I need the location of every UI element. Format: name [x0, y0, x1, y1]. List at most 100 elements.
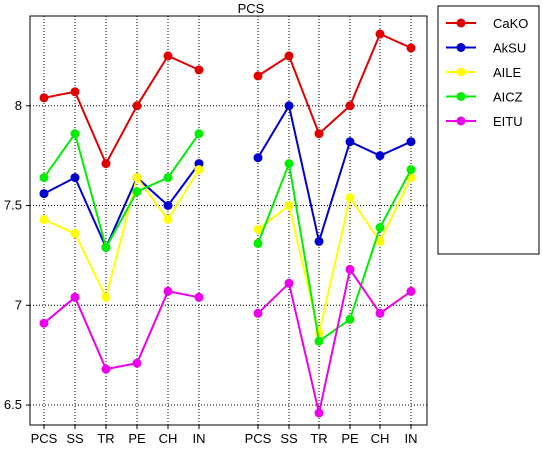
x-tick-label: IN	[193, 431, 206, 446]
data-point	[70, 129, 80, 139]
data-point	[101, 364, 111, 374]
data-point	[375, 236, 385, 246]
data-point	[132, 101, 142, 111]
data-point	[284, 278, 294, 288]
data-point	[101, 159, 111, 169]
data-point	[406, 137, 416, 147]
data-point	[132, 187, 142, 197]
legend-marker	[456, 92, 466, 101]
series-line	[43, 290, 200, 371]
data-point	[375, 29, 385, 39]
legend-item: EITU	[446, 114, 523, 129]
x-tick-label: SS	[280, 431, 298, 446]
series-line	[43, 163, 200, 250]
x-tick-label: PCS	[31, 431, 58, 446]
data-point	[253, 238, 263, 248]
legend: CaKO AkSU AILE AICZ EITU	[446, 16, 528, 129]
data-point	[406, 165, 416, 175]
data-point	[132, 173, 142, 183]
data-point	[253, 308, 263, 318]
data-point	[375, 223, 385, 232]
grid-layer	[30, 16, 427, 425]
y-tick-label: 7	[15, 297, 22, 312]
legend-item: AICZ	[446, 90, 523, 105]
x-tick-label: PCS	[245, 431, 272, 446]
data-point	[253, 225, 263, 234]
data-point	[375, 308, 385, 318]
series-cako	[39, 29, 416, 169]
data-point	[406, 43, 416, 53]
legend-marker	[456, 43, 466, 52]
data-point	[39, 189, 49, 199]
data-point	[375, 151, 385, 161]
data-point	[101, 242, 111, 252]
series-line	[257, 266, 412, 414]
series-line	[257, 32, 412, 136]
y-tick-label: 7.5	[4, 198, 22, 213]
series-layer	[39, 29, 416, 418]
legend-label: AILE	[493, 65, 522, 80]
chart-title: PCS	[238, 1, 265, 16]
x-tick-label: PE	[341, 431, 359, 446]
series-line	[257, 159, 412, 343]
x-axis: PCS SS TR PE CH IN PCS SS TR PE CH IN	[31, 425, 418, 446]
x-tick-label: TR	[97, 431, 114, 446]
data-point	[163, 51, 173, 61]
plot-frame	[29, 15, 428, 426]
data-point	[39, 93, 49, 103]
data-point	[70, 292, 80, 302]
data-point	[284, 201, 294, 210]
legend-marker	[456, 67, 466, 77]
data-point	[314, 408, 324, 418]
x-tick-label: PE	[128, 431, 146, 446]
data-point	[314, 236, 324, 246]
x-tick-label: TR	[310, 431, 327, 446]
legend-item: CaKO	[446, 16, 528, 31]
data-point	[101, 292, 111, 302]
data-point	[345, 101, 355, 111]
data-point	[345, 137, 355, 147]
data-point	[70, 229, 80, 238]
series-aksu	[39, 101, 416, 252]
data-point	[406, 286, 416, 296]
data-point	[70, 87, 80, 97]
series-aicz	[39, 129, 416, 346]
series-line	[257, 103, 412, 246]
data-point	[163, 173, 173, 183]
series-line	[257, 177, 412, 334]
legend-label: AICZ	[493, 90, 523, 105]
data-point	[345, 314, 355, 324]
data-point	[70, 173, 80, 183]
data-point	[314, 336, 324, 346]
data-point	[39, 215, 49, 224]
legend-marker	[456, 116, 466, 126]
data-point	[284, 159, 294, 169]
legend-item: AILE	[446, 65, 522, 80]
data-point	[39, 318, 49, 328]
data-point	[253, 153, 263, 163]
x-tick-label: IN	[405, 431, 418, 446]
series-aile	[39, 165, 416, 338]
series-line	[43, 131, 200, 251]
data-point	[345, 264, 355, 274]
y-tick-label: 8	[15, 98, 22, 113]
legend-marker	[456, 18, 466, 28]
data-point	[163, 215, 173, 224]
legend-item: AkSU	[446, 41, 526, 56]
series-line	[43, 54, 200, 166]
legend-label: EITU	[493, 114, 523, 129]
x-tick-label: CH	[159, 431, 178, 446]
data-point	[284, 51, 294, 61]
data-point	[194, 292, 204, 302]
x-tick-label: CH	[371, 431, 390, 446]
data-point	[39, 173, 49, 183]
legend-label: CaKO	[493, 16, 528, 31]
data-point	[194, 129, 204, 139]
series-line	[43, 169, 200, 301]
data-point	[314, 129, 324, 139]
data-point	[194, 165, 204, 175]
data-point	[163, 286, 173, 296]
data-point	[132, 358, 142, 368]
data-point	[163, 201, 173, 210]
